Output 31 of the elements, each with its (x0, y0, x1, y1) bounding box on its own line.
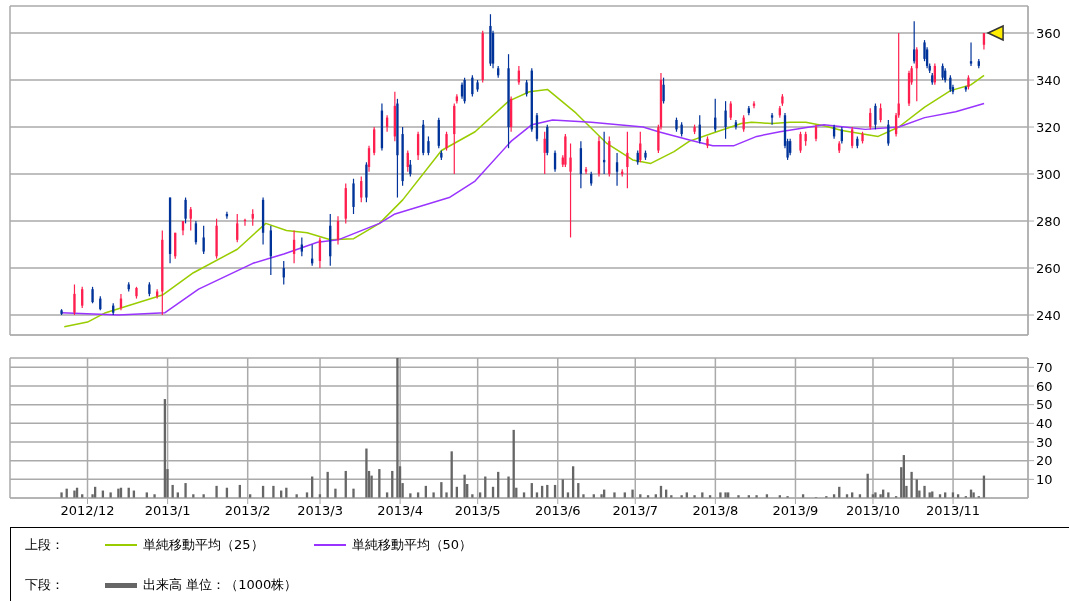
x-tick-label: 2013/6 (534, 503, 581, 519)
x-tick-label: 2013/8 (692, 503, 739, 519)
x-tick-label: 2013/10 (845, 503, 900, 519)
y-tick-label: 70 (1036, 359, 1053, 375)
y-tick-label: 30 (1036, 434, 1053, 450)
x-tick-label: 2013/5 (454, 503, 501, 519)
x-tick-label: 2013/9 (772, 503, 819, 519)
x-tick-label: 2013/4 (377, 503, 424, 519)
y-tick-label: 20 (1036, 453, 1053, 469)
y-tick-label: 320 (1036, 119, 1061, 135)
y-tick-label: 40 (1036, 415, 1053, 431)
legend-label: 出来高 単位：（1000株） (143, 576, 298, 594)
y-tick-label: 50 (1036, 397, 1053, 413)
legend-title: 上段： (25, 536, 65, 554)
x-tick-label: 2013/2 (224, 503, 271, 519)
y-tick-label: 360 (1036, 25, 1061, 41)
y-tick-label: 10 (1036, 471, 1053, 487)
y-tick-label: 260 (1036, 260, 1061, 276)
x-tick-label: 2013/7 (612, 503, 659, 519)
legend-label: 単純移動平均（25） (143, 536, 264, 554)
x-tick-label: 2012/12 (60, 503, 115, 519)
x-tick-label: 2013/3 (297, 503, 343, 519)
y-tick-label: 240 (1036, 307, 1061, 323)
y-tick-label: 60 (1036, 378, 1053, 394)
legend-label: 単純移動平均（50） (351, 536, 473, 554)
y-tick-label: 340 (1036, 72, 1061, 88)
legend-title: 下段： (25, 576, 65, 594)
x-tick-label: 2013/1 (144, 503, 191, 519)
y-tick-label: 300 (1036, 166, 1061, 182)
x-tick-label: 2013/11 (926, 503, 981, 519)
y-tick-label: 280 (1036, 213, 1061, 229)
